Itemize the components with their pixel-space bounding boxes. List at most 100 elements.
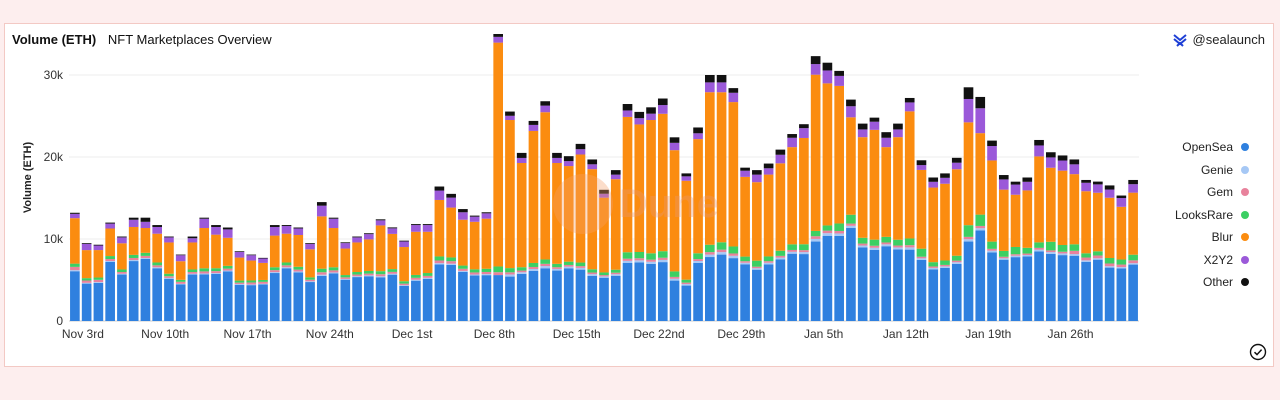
legend-item-genie[interactable]: Genie — [1175, 159, 1249, 182]
bar-segment-x2y2 — [834, 75, 844, 86]
bar-segment-blur — [987, 160, 997, 242]
bar-segment-other — [716, 75, 727, 83]
bar-segment-x2y2 — [963, 98, 974, 123]
bar-segment-x2y2 — [81, 243, 92, 251]
chart-title: Volume (ETH) — [12, 32, 97, 47]
bar-segment-opensea — [822, 235, 833, 321]
legend-item-looksrare[interactable]: LooksRare — [1175, 204, 1249, 227]
bar-segment-gem — [657, 257, 668, 260]
bar-segment-blur — [364, 239, 374, 271]
y-tick-label: 30k — [44, 68, 64, 82]
bar-segment-blur — [904, 111, 915, 239]
bar-segment-blur — [787, 147, 797, 245]
bar-segment-genie — [728, 255, 739, 259]
bar-segment-genie — [340, 278, 351, 280]
bar-segment-x2y2 — [1069, 164, 1080, 175]
bar-segment-other — [1034, 139, 1044, 146]
bar-segment-gem — [199, 271, 210, 274]
bar-segment-looksrare — [810, 230, 821, 237]
bar-segment-x2y2 — [352, 237, 362, 243]
bar-segment-gem — [740, 261, 750, 263]
bar-segment-blur — [869, 129, 880, 240]
bar-segment-x2y2 — [693, 133, 703, 140]
bar-segment-other — [387, 227, 398, 229]
bar-segment-genie — [987, 250, 997, 253]
bar-segment-looksrare — [646, 253, 656, 260]
bar-segment-looksrare — [375, 271, 386, 275]
bar-segment-looksrare — [152, 262, 163, 266]
bar-segment-genie — [563, 266, 574, 269]
bar-segment-other — [1057, 155, 1068, 161]
bar-segment-opensea — [211, 273, 221, 321]
bar-segment-blur — [634, 124, 645, 252]
bar-segment-x2y2 — [516, 157, 527, 163]
bar-segment-looksrare — [411, 274, 421, 278]
bar-segment-looksrare — [328, 267, 339, 271]
bar-segment-looksrare — [857, 237, 868, 244]
bar-segment-genie — [610, 274, 621, 276]
bar-segment-other — [657, 98, 668, 106]
bar-segment-gem — [681, 282, 692, 285]
bar-segment-genie — [940, 266, 950, 268]
bar-segment-looksrare — [222, 265, 233, 269]
bar-segment-genie — [528, 268, 539, 271]
bar-segment-other — [998, 175, 1009, 180]
chart-header: Volume (ETH) NFT Marketplaces Overview — [12, 32, 272, 47]
check-circle-icon[interactable] — [1249, 343, 1267, 361]
bar-segment-x2y2 — [669, 142, 680, 151]
bar-segment-genie — [128, 260, 139, 262]
bar-segment-looksrare — [128, 254, 139, 258]
bar-segment-x2y2 — [622, 110, 633, 117]
bar-segment-looksrare — [834, 223, 844, 231]
bar-segment-looksrare — [669, 271, 680, 277]
bar-segment-x2y2 — [1128, 184, 1138, 193]
legend-item-opensea[interactable]: OpenSea — [1175, 136, 1249, 159]
bar-segment-gem — [881, 242, 892, 245]
bar-segment-x2y2 — [1116, 198, 1127, 207]
legend-item-blur[interactable]: Blur — [1175, 226, 1249, 249]
bar-segment-opensea — [775, 259, 786, 321]
bar-segment-opensea — [1022, 256, 1033, 321]
bar-segment-gem — [834, 230, 844, 234]
bar-segment-other — [446, 193, 456, 198]
bar-segment-x2y2 — [681, 176, 692, 181]
legend-item-gem[interactable]: Gem — [1175, 181, 1249, 204]
bar-segment-genie — [140, 257, 151, 260]
bar-segment-genie — [93, 282, 104, 283]
bar-segment-other — [458, 209, 468, 213]
bar-segment-looksrare — [258, 279, 268, 282]
bar-segment-opensea — [316, 275, 327, 321]
legend-swatch — [1241, 255, 1249, 264]
bar-segment-opensea — [552, 270, 562, 321]
bar-segment-genie — [434, 263, 445, 265]
bar-segment-gem — [857, 243, 868, 246]
bar-segment-opensea — [399, 286, 409, 321]
bar-segment-looksrare — [540, 259, 551, 264]
bar-segment-genie — [693, 261, 703, 263]
bar-segment-x2y2 — [716, 82, 727, 93]
bar-segment-x2y2 — [540, 105, 551, 113]
bar-segment-opensea — [505, 276, 515, 321]
bar-segment-gem — [516, 270, 527, 273]
bar-segment-blur — [269, 235, 280, 268]
bar-segment-x2y2 — [904, 102, 915, 112]
x-tick-label: Jan 12th — [883, 327, 929, 341]
bar-segment-looksrare — [458, 265, 468, 269]
bar-segment-genie — [869, 247, 880, 250]
bar-segment-gem — [175, 281, 186, 284]
bar-segment-x2y2 — [1081, 182, 1091, 192]
bar-segment-genie — [316, 274, 327, 276]
bar-segment-gem — [187, 272, 198, 274]
brand[interactable]: @sealaunch — [1172, 32, 1265, 47]
bar-segment-x2y2 — [740, 170, 750, 177]
bar-segment-gem — [975, 225, 986, 229]
bar-segment-genie — [505, 274, 515, 277]
bar-segment-genie — [352, 276, 362, 278]
legend-item-x2y2[interactable]: X2Y2 — [1175, 249, 1249, 272]
bar-segment-looksrare — [799, 244, 809, 251]
bar-segment-x2y2 — [93, 245, 104, 251]
bar-segment-opensea — [846, 228, 856, 321]
legend-item-other[interactable]: Other — [1175, 271, 1249, 294]
bar-segment-genie — [705, 254, 715, 258]
bar-segment-blur — [916, 169, 927, 249]
